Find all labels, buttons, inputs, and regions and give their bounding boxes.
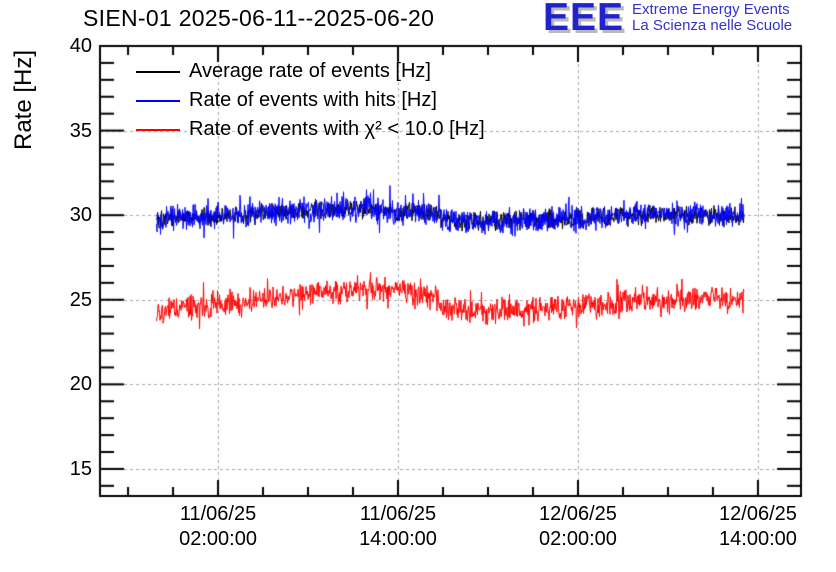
legend-label: Average rate of events [Hz]	[189, 60, 431, 82]
legend-label: Rate of events with hits [Hz]	[189, 89, 437, 111]
y-tick-label: 25	[69, 288, 92, 311]
x-tick-label-date: 11/06/25	[359, 503, 437, 525]
x-tick-label-time: 14:00:00	[719, 528, 797, 550]
legend: Average rate of events [Hz] Rate of even…	[136, 57, 485, 144]
eee-logo-acronym: EEE	[543, 0, 625, 39]
legend-entry-rate-chi2: Rate of events with χ² < 10.0 [Hz]	[136, 115, 485, 144]
y-tick-label: 20	[69, 373, 92, 396]
y-tick-label: 30	[69, 204, 92, 227]
eee-logo-line2: La Scienza nelle Scuole	[632, 17, 793, 34]
eee-logo-line1: Extreme Energy Events	[632, 1, 790, 18]
x-tick-label-date: 12/06/25	[539, 503, 617, 525]
x-tick-label-date: 12/06/25	[719, 503, 797, 525]
legend-entry-average-rate: Average rate of events [Hz]	[136, 57, 485, 86]
legend-entry-rate-with-hits: Rate of events with hits [Hz]	[136, 86, 485, 115]
eee-logo: EEE Extreme Energy Events La Scienza nel…	[543, 0, 792, 39]
y-tick-label: 40	[69, 35, 92, 57]
y-tick-label: 15	[69, 457, 92, 480]
y-axis-title: Rate [Hz]	[10, 49, 37, 151]
x-tick-label: 12/06/25 02:00:00	[503, 502, 653, 552]
eee-logo-text: Extreme Energy Events La Scienza nelle S…	[632, 0, 792, 34]
x-tick-label: 11/06/25 02:00:00	[143, 502, 293, 552]
x-tick-label-time: 02:00:00	[539, 528, 617, 550]
x-tick-label-time: 02:00:00	[179, 528, 257, 550]
y-tick-label: 35	[69, 119, 92, 142]
legend-label: Rate of events with χ² < 10.0 [Hz]	[189, 118, 485, 140]
legend-line-sample-red	[136, 128, 180, 131]
x-tick-label-time: 14:00:00	[359, 528, 437, 550]
x-tick-label-date: 11/06/25	[179, 503, 257, 525]
legend-line-sample-black	[136, 70, 180, 73]
x-tick-label: 11/06/25 14:00:00	[323, 502, 473, 552]
x-tick-label: 12/06/25 14:00:00	[683, 502, 833, 552]
legend-line-sample-blue	[136, 99, 180, 102]
page-title: SIEN-01 2025-06-11--2025-06-20	[83, 5, 435, 31]
